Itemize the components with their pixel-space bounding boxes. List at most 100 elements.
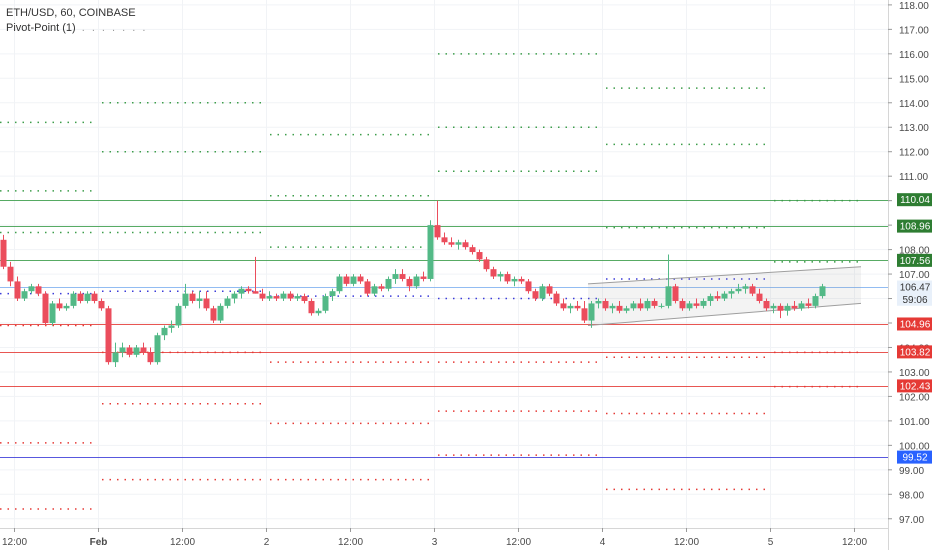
candle [364, 278, 371, 297]
candle [63, 303, 70, 311]
price-tick-label: 100.00 [899, 441, 930, 452]
candle [616, 300, 623, 314]
candle-body [623, 308, 630, 311]
candle-body [91, 293, 98, 301]
candle [518, 276, 525, 284]
candle-body [427, 225, 434, 279]
candle-body [315, 310, 322, 314]
price-label-text: 110.04 [900, 195, 930, 206]
candle [98, 298, 105, 311]
price-label-text: 108.96 [900, 222, 931, 233]
price-tick-label: 113.00 [899, 123, 929, 134]
symbol-title[interactable]: ETH/USD, 60, COINBASE [6, 6, 147, 21]
candle [805, 298, 812, 309]
candle-body [588, 303, 595, 321]
time-axis[interactable]: 12:00 Feb 12:00 2 12:00 3 12:00 4 12:00 5 12:00 [0, 528, 888, 548]
candle-body [14, 281, 21, 299]
candle [14, 276, 21, 301]
candle [266, 291, 273, 301]
candle-body [21, 291, 28, 299]
candle [196, 291, 203, 309]
candle-body [490, 269, 497, 277]
candle-body [700, 300, 707, 306]
candle-body [714, 296, 721, 299]
candle-body [364, 281, 371, 294]
price-label-text: 102.43 [900, 381, 931, 392]
price-tick-label: 118.00 [899, 1, 929, 12]
candle-body [287, 293, 294, 299]
candle-body [469, 247, 476, 253]
candle [49, 300, 56, 326]
candle-body [798, 303, 805, 309]
candle [574, 300, 581, 311]
candle-body [70, 293, 77, 306]
candle-body [805, 303, 812, 306]
price-label-bg [897, 345, 932, 359]
candle [532, 288, 539, 301]
candle-body [84, 293, 91, 301]
candle-body [63, 305, 70, 309]
candle-body [371, 286, 378, 294]
candle [714, 291, 721, 301]
candle [70, 291, 77, 309]
candle-body [637, 303, 644, 309]
candle-body [749, 286, 756, 294]
time-tick-label: 12:00 [842, 537, 867, 548]
price-label-text: 107.56 [900, 256, 931, 267]
candle-body [672, 286, 679, 301]
candle-body [476, 252, 483, 260]
candle-body [119, 347, 126, 353]
candle-body [126, 347, 133, 355]
price-label: 59:06 [897, 292, 932, 306]
candle [343, 274, 350, 287]
candle-body [707, 296, 714, 301]
candle [728, 288, 735, 299]
candle-body [112, 352, 119, 363]
candle-body [742, 286, 749, 289]
time-tick-label: 5 [768, 537, 774, 548]
candle-body [35, 286, 42, 294]
time-tick-label: 3 [432, 537, 438, 548]
candle-body [441, 237, 448, 243]
candle [735, 283, 742, 294]
candle [553, 291, 560, 306]
candle [119, 342, 126, 358]
candle [511, 276, 518, 287]
price-label-text: 106.47 [900, 283, 931, 294]
candle-body [581, 308, 588, 321]
candle [238, 286, 245, 299]
price-label-bg [897, 317, 932, 331]
price-tick-label: 103.00 [899, 368, 930, 379]
candle [168, 320, 175, 333]
candle-body [665, 286, 672, 306]
candle [182, 283, 189, 309]
candle [504, 271, 511, 284]
candle [777, 303, 784, 319]
candle-body [182, 293, 189, 306]
price-tick-label: 108.00 [899, 246, 930, 257]
candle [126, 345, 133, 358]
candle [665, 254, 672, 309]
candle-body [147, 352, 154, 363]
price-tick-label: 98.00 [899, 490, 924, 501]
candle [77, 291, 84, 304]
candle-body [602, 300, 609, 309]
candle [154, 332, 161, 365]
candle-body [525, 281, 532, 292]
candle [56, 298, 63, 311]
candle-body [329, 291, 336, 297]
grid [0, 0, 888, 528]
price-axis[interactable]: 97.0098.0099.00100.00101.00102.00103.001… [888, 0, 930, 550]
candle-body [812, 296, 819, 306]
indicator-legend[interactable]: Pivot-Point (1) . . . . . . . [6, 21, 147, 36]
candle [567, 303, 574, 314]
candle-body [301, 296, 308, 301]
candle-body [616, 305, 623, 311]
candle-body [735, 288, 742, 292]
price-tick-label: 107.00 [899, 270, 930, 281]
candle-body [357, 276, 364, 282]
candle [308, 298, 315, 316]
candle-body [413, 276, 420, 287]
candle-body [434, 225, 441, 238]
